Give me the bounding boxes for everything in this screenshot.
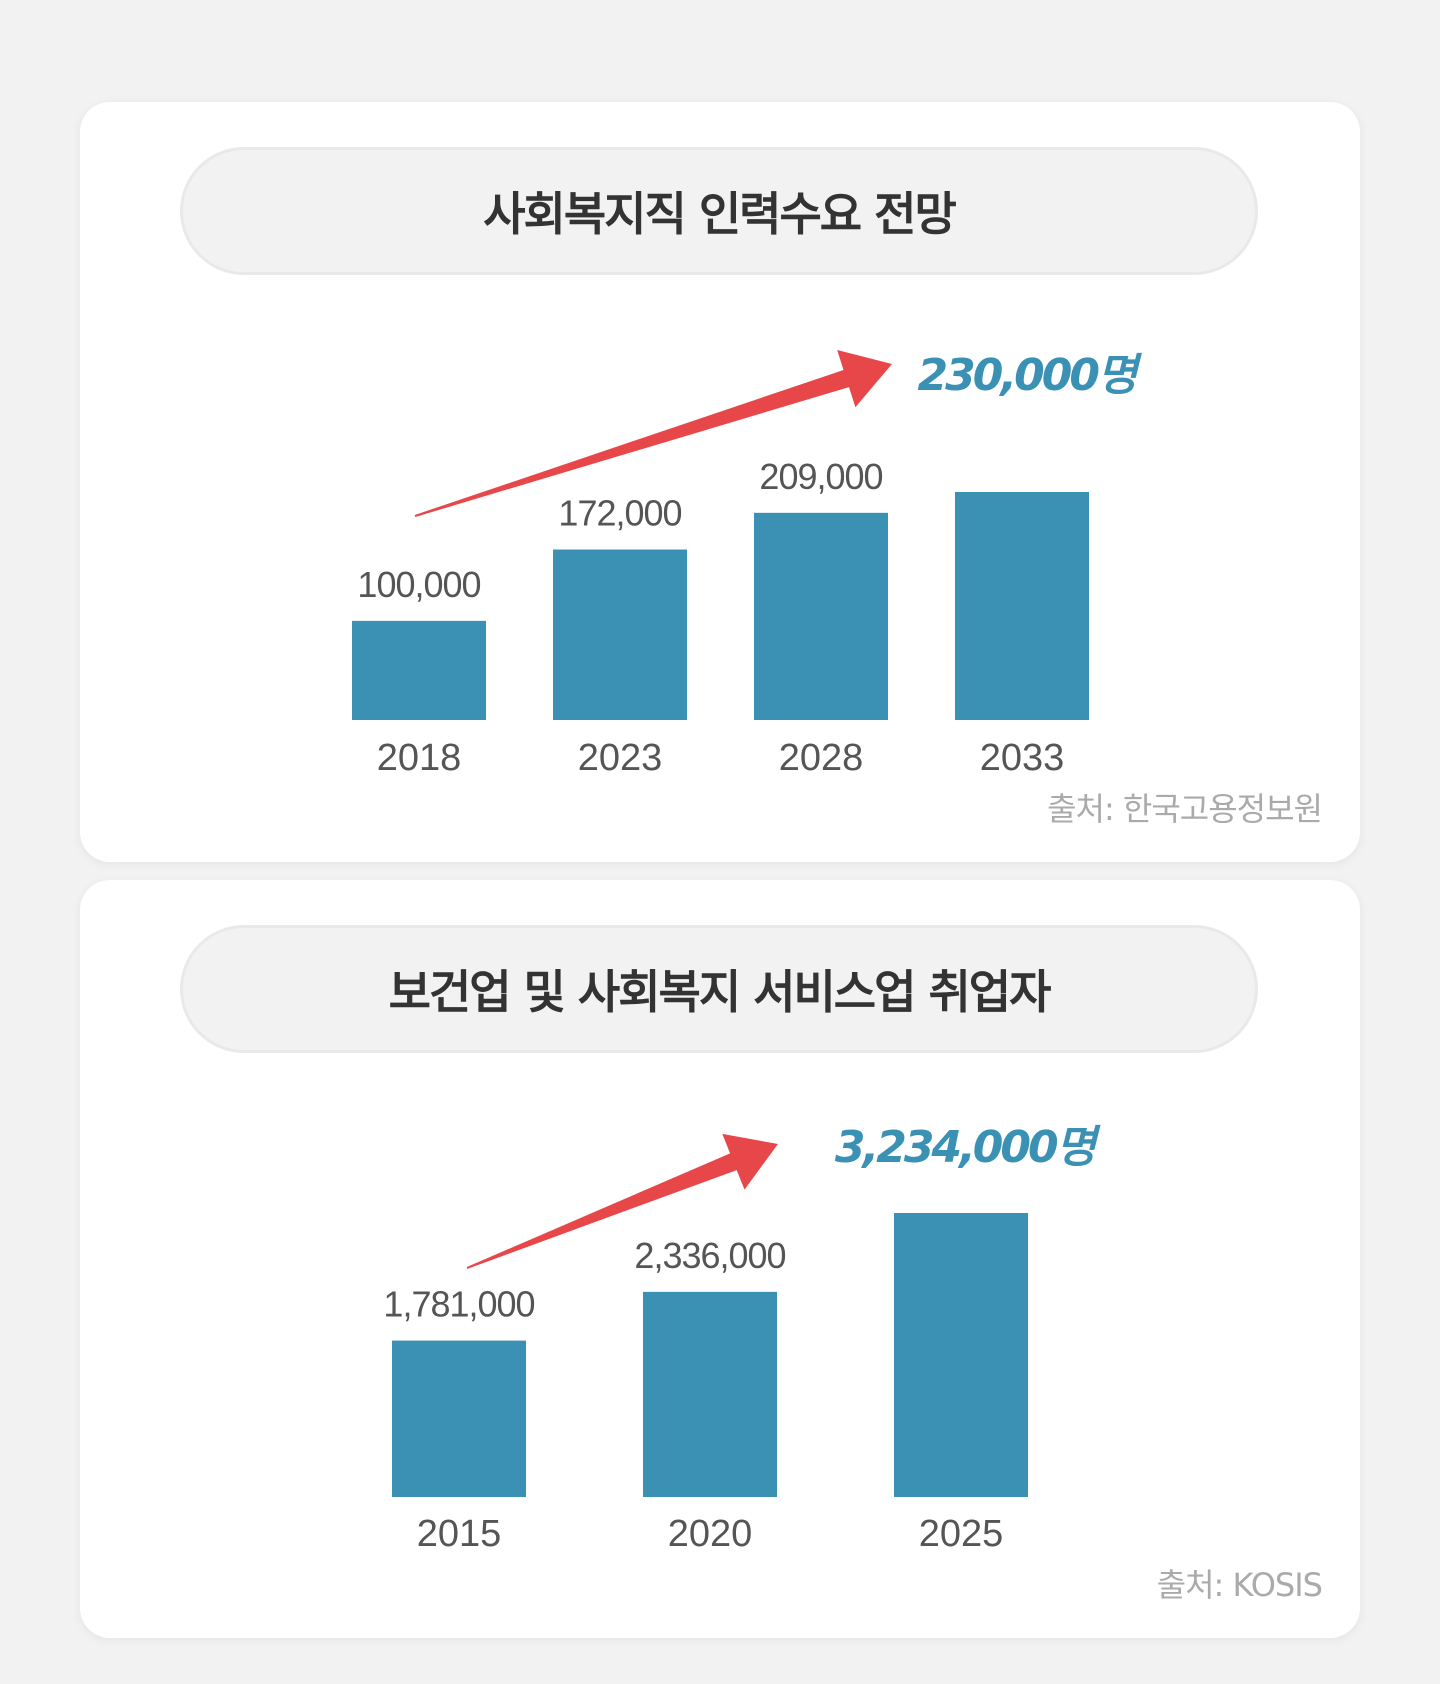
bar-value-label: 1,781,000 bbox=[383, 1284, 534, 1325]
chart-card-employment: 보건업 및 사회복지 서비스업 취업자 2015 1,781,000 2020 2,3… bbox=[80, 880, 1360, 1638]
bar-value-label: 209,000 bbox=[759, 456, 882, 497]
bar-chart-workforce-demand: 2018 100,000 2023 172,000 2028 209,000 2033 230… bbox=[352, 344, 1151, 779]
bar-value-label: 172,000 bbox=[558, 492, 681, 533]
bar-2028 bbox=[754, 512, 888, 720]
svg-text:230,000명: 230,000명 bbox=[918, 350, 1142, 401]
trend-arrow bbox=[414, 350, 892, 517]
x-tick-label: 2018 bbox=[377, 737, 462, 779]
bar-2033 bbox=[955, 492, 1089, 720]
source-label: 출처: 한국고용정보원 bbox=[1047, 790, 1323, 828]
chart-title: 보건업 및 사회복지 서비스업 취업자 bbox=[388, 965, 1052, 1019]
trend-arrow bbox=[466, 1133, 778, 1269]
svg-text:3,234,000명: 3,234,000명 bbox=[835, 1122, 1101, 1173]
bar-2020 bbox=[643, 1291, 777, 1497]
bar-2023 bbox=[553, 549, 687, 720]
x-tick-label: 2028 bbox=[779, 737, 864, 779]
chart-title-pill: 보건업 및 사회복지 서비스업 취업자 bbox=[180, 925, 1258, 1053]
bar-chart-employment: 2015 1,781,000 2020 2,336,000 2025 3,234,000명… bbox=[383, 1116, 1110, 1555]
chart-title: 사회복지직 인력수요 전망 bbox=[483, 187, 957, 241]
source-label: 출처: KOSIS bbox=[1156, 1566, 1323, 1604]
bar-2025 bbox=[894, 1213, 1028, 1497]
x-tick-label: 2020 bbox=[668, 1513, 753, 1555]
x-tick-label: 2025 bbox=[919, 1513, 1004, 1555]
svg-text:230,000명: 230,000명 bbox=[918, 350, 1142, 401]
bar-2018 bbox=[352, 620, 486, 720]
x-tick-label: 2015 bbox=[417, 1513, 502, 1555]
bar-value-label: 2,336,000 bbox=[634, 1235, 785, 1276]
x-tick-label: 2023 bbox=[578, 737, 663, 779]
x-tick-label: 2033 bbox=[980, 737, 1065, 779]
bar-value-label: 100,000 bbox=[357, 564, 480, 605]
bar-2015 bbox=[392, 1340, 526, 1497]
svg-text:3,234,000명: 3,234,000명 bbox=[835, 1122, 1101, 1173]
chart-card-workforce-demand: 사회복지직 인력수요 전망 2018 100,000 2023 172,000 2028… bbox=[80, 102, 1360, 862]
chart-title-pill: 사회복지직 인력수요 전망 bbox=[180, 147, 1258, 275]
